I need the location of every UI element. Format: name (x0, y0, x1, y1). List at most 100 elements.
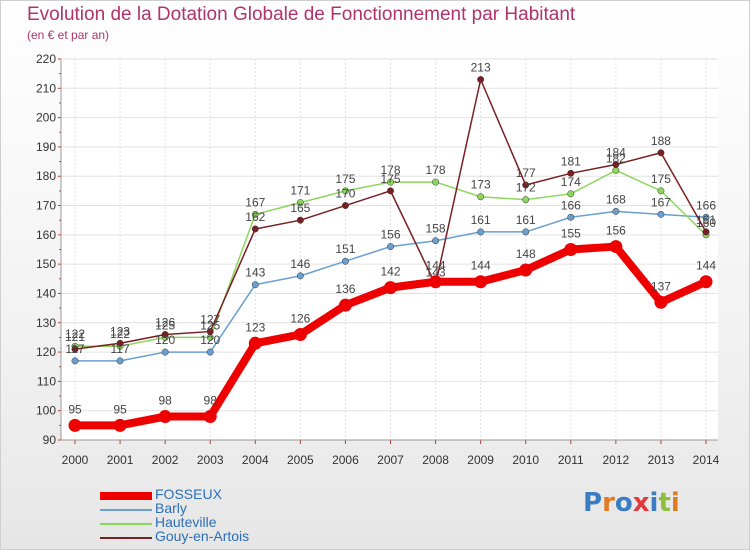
data-point-gouy-en-artois (341, 202, 349, 209)
data-label-hauteville: 178 (426, 163, 446, 177)
data-label-fosseux: 144 (696, 259, 716, 273)
x-tick-label: 2009 (467, 453, 494, 467)
data-point-hauteville (657, 187, 665, 195)
data-label-gouy-en-artois: 127 (200, 313, 220, 327)
data-label-barly: 151 (335, 242, 355, 256)
data-label-hauteville: 175 (651, 172, 671, 186)
data-label-fosseux: 148 (516, 247, 536, 261)
data-point-fosseux (248, 336, 262, 350)
data-point-barly (387, 243, 394, 251)
data-label-gouy-en-artois: 123 (110, 324, 130, 338)
data-point-fosseux (699, 275, 713, 289)
data-label-barly: 156 (380, 228, 400, 242)
y-tick-label: 150 (36, 257, 56, 271)
data-label-fosseux: 136 (335, 282, 355, 296)
data-label-gouy-en-artois: 143 (426, 266, 446, 280)
data-label-fosseux: 98 (158, 394, 172, 408)
x-tick-label: 2014 (693, 453, 720, 467)
data-point-barly (612, 207, 620, 215)
data-label-barly: 120 (155, 333, 175, 347)
data-point-barly (296, 272, 304, 280)
data-label-hauteville: 122 (65, 327, 85, 341)
data-point-fosseux (158, 410, 172, 424)
data-point-fosseux (203, 410, 217, 424)
legend-label: Barly (155, 500, 187, 516)
data-label-gouy-en-artois: 170 (335, 187, 355, 201)
chart-title: Evolution de la Dotation Globale de Fonc… (27, 4, 576, 25)
data-point-gouy-en-artois (657, 149, 665, 157)
legend-swatch (100, 509, 152, 511)
x-tick-label: 2003 (197, 453, 224, 467)
data-label-barly: 120 (200, 333, 220, 347)
x-tick-label: 2005 (287, 453, 314, 467)
data-point-barly (341, 257, 349, 265)
data-point-gouy-en-artois (387, 187, 394, 195)
data-point-gouy-en-artois (567, 169, 575, 177)
x-tick-label: 2013 (648, 453, 675, 467)
data-label-fosseux: 156 (606, 224, 626, 238)
y-tick-label: 220 (36, 52, 56, 66)
proxiti-logo: Proxiti (583, 488, 680, 518)
data-label-fosseux: 137 (651, 279, 671, 293)
data-label-barly: 117 (65, 342, 84, 356)
data-point-gouy-en-artois (522, 181, 530, 189)
y-tick-label: 120 (36, 345, 56, 359)
data-point-fosseux (68, 418, 82, 432)
legend-swatch (100, 523, 152, 525)
data-point-gouy-en-artois (477, 76, 485, 83)
data-point-gouy-en-artois (161, 331, 169, 338)
data-label-barly: 168 (606, 192, 626, 206)
data-point-barly (522, 228, 530, 236)
y-tick-label: 110 (37, 374, 56, 388)
data-label-fosseux: 95 (113, 402, 127, 416)
x-tick-label: 2012 (603, 453, 630, 467)
data-point-fosseux (338, 298, 352, 312)
data-label-hauteville: 125 (155, 318, 175, 332)
y-tick-label: 100 (36, 404, 56, 418)
data-label-hauteville: 122 (110, 327, 130, 341)
data-point-barly (432, 237, 440, 245)
data-point-barly (567, 213, 575, 221)
data-label-fosseux: 95 (68, 402, 82, 416)
data-point-barly (477, 228, 485, 236)
data-point-gouy-en-artois (71, 345, 79, 353)
data-label-hauteville: 173 (471, 178, 491, 192)
data-point-gouy-en-artois (251, 225, 259, 233)
y-tick-label: 190 (36, 140, 56, 154)
x-tick-label: 2007 (377, 453, 404, 467)
y-tick-label: 210 (36, 81, 56, 95)
data-label-hauteville: 178 (380, 163, 400, 177)
data-label-hauteville: 160 (696, 216, 716, 230)
data-point-barly (116, 357, 124, 365)
x-tick-label: 2010 (512, 453, 539, 467)
data-label-gouy-en-artois: 162 (245, 210, 265, 224)
x-tick-label: 2000 (62, 453, 89, 467)
data-point-fosseux (113, 418, 127, 432)
data-label-hauteville: 182 (606, 151, 626, 165)
legend-label: FOSSEUX (155, 486, 222, 502)
y-tick-label: 90 (43, 433, 57, 447)
data-label-barly: 167 (651, 195, 671, 209)
data-label-fosseux: 155 (561, 227, 581, 241)
data-point-hauteville (477, 193, 485, 201)
data-point-gouy-en-artois (206, 328, 214, 336)
data-point-hauteville (251, 210, 259, 218)
data-point-barly (251, 281, 259, 289)
data-point-hauteville (567, 190, 575, 198)
data-label-gouy-en-artois: 184 (606, 146, 626, 160)
data-point-hauteville (296, 199, 304, 207)
data-label-gouy-en-artois: 121 (65, 330, 85, 344)
x-tick-label: 2008 (422, 453, 449, 467)
data-label-barly: 143 (245, 266, 265, 280)
x-tick-label: 2011 (558, 453, 584, 467)
data-label-gouy-en-artois: 213 (471, 61, 491, 75)
x-tick-label: 2001 (107, 453, 134, 467)
legend-swatch (100, 537, 152, 539)
legend-label: Gouy-en-Artois (155, 528, 250, 544)
data-point-fosseux (293, 327, 307, 341)
data-label-fosseux: 144 (426, 259, 446, 273)
data-point-fosseux (429, 275, 443, 289)
data-label-gouy-en-artois: 165 (290, 201, 310, 215)
y-tick-label: 140 (36, 286, 56, 300)
data-label-gouy-en-artois: 126 (155, 315, 175, 329)
